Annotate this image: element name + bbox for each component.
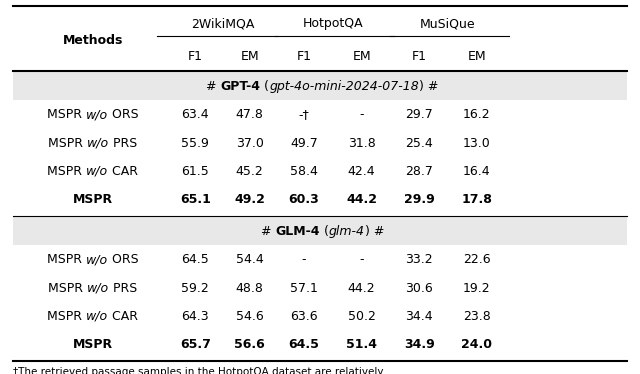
Text: ORS: ORS [108, 108, 139, 121]
Text: Methods: Methods [63, 34, 123, 46]
Text: w/o: w/o [86, 165, 108, 178]
Text: 57.1: 57.1 [290, 282, 318, 294]
Text: 61.5: 61.5 [181, 165, 209, 178]
Text: PRS: PRS [109, 137, 138, 150]
Text: -†: -† [299, 108, 309, 121]
Text: †The retrieved passage samples in the HotpotQA dataset are relatively: †The retrieved passage samples in the Ho… [13, 367, 383, 374]
Text: 45.2: 45.2 [236, 165, 264, 178]
Text: w/o: w/o [86, 310, 108, 323]
Text: (: ( [260, 80, 269, 93]
Text: ) #: ) # [419, 80, 438, 93]
Text: -: - [301, 253, 307, 266]
Text: 16.4: 16.4 [463, 165, 491, 178]
Text: 47.8: 47.8 [236, 108, 264, 121]
Text: EM: EM [467, 50, 486, 63]
Text: 64.5: 64.5 [289, 338, 319, 351]
Text: 19.2: 19.2 [463, 282, 491, 294]
Text: MSPR: MSPR [48, 282, 87, 294]
Text: F1: F1 [296, 50, 312, 63]
Text: -: - [359, 253, 364, 266]
Text: gpt-4o-mini-2024-07-18: gpt-4o-mini-2024-07-18 [269, 80, 419, 93]
Text: -: - [359, 108, 364, 121]
Text: 65.7: 65.7 [180, 338, 211, 351]
Text: 22.6: 22.6 [463, 253, 491, 266]
Text: w/o: w/o [87, 137, 109, 150]
Text: ) #: ) # [365, 225, 384, 237]
Text: 64.5: 64.5 [181, 253, 209, 266]
Text: 17.8: 17.8 [461, 193, 492, 206]
Text: 29.7: 29.7 [405, 108, 433, 121]
Text: MuSiQue: MuSiQue [420, 17, 476, 30]
Text: 31.8: 31.8 [348, 137, 376, 150]
Text: 50.2: 50.2 [348, 310, 376, 323]
Text: 54.4: 54.4 [236, 253, 264, 266]
Text: EM: EM [352, 50, 371, 63]
Text: 25.4: 25.4 [405, 137, 433, 150]
Text: MSPR: MSPR [47, 253, 86, 266]
Text: 55.9: 55.9 [181, 137, 209, 150]
Text: 28.7: 28.7 [405, 165, 433, 178]
Text: 51.4: 51.4 [346, 338, 377, 351]
Text: MSPR: MSPR [73, 338, 113, 351]
Text: w/o: w/o [86, 253, 108, 266]
Text: MSPR: MSPR [47, 165, 86, 178]
Text: glm-4: glm-4 [328, 225, 365, 237]
Text: 65.1: 65.1 [180, 193, 211, 206]
Text: 37.0: 37.0 [236, 137, 264, 150]
Text: w/o: w/o [87, 282, 109, 294]
Text: F1: F1 [412, 50, 427, 63]
Text: 54.6: 54.6 [236, 310, 264, 323]
Text: 49.7: 49.7 [290, 137, 318, 150]
Text: (: ( [320, 225, 328, 237]
Text: 24.0: 24.0 [461, 338, 492, 351]
Text: 63.4: 63.4 [181, 108, 209, 121]
Text: 56.6: 56.6 [234, 338, 265, 351]
Text: MSPR: MSPR [73, 193, 113, 206]
Text: GLM-4: GLM-4 [275, 225, 320, 237]
Text: EM: EM [240, 50, 259, 63]
Text: 16.2: 16.2 [463, 108, 491, 121]
Text: MSPR: MSPR [48, 137, 87, 150]
Text: 23.8: 23.8 [463, 310, 491, 323]
Text: 64.3: 64.3 [181, 310, 209, 323]
Text: GPT-4: GPT-4 [220, 80, 260, 93]
Text: #: # [260, 225, 275, 237]
Text: CAR: CAR [108, 165, 138, 178]
Text: 42.4: 42.4 [348, 165, 376, 178]
Text: 59.2: 59.2 [181, 282, 209, 294]
Text: ORS: ORS [108, 253, 139, 266]
Text: 2WikiMQA: 2WikiMQA [191, 17, 254, 30]
Text: 63.6: 63.6 [290, 310, 318, 323]
Text: 44.2: 44.2 [348, 282, 376, 294]
Text: PRS: PRS [109, 282, 138, 294]
Text: 48.8: 48.8 [236, 282, 264, 294]
Text: 33.2: 33.2 [405, 253, 433, 266]
Text: MSPR: MSPR [47, 108, 86, 121]
Text: F1: F1 [188, 50, 203, 63]
Text: 34.4: 34.4 [405, 310, 433, 323]
Text: 29.9: 29.9 [404, 193, 435, 206]
Text: 58.4: 58.4 [290, 165, 318, 178]
Text: 44.2: 44.2 [346, 193, 377, 206]
Text: HotpotQA: HotpotQA [303, 17, 363, 30]
Text: 34.9: 34.9 [404, 338, 435, 351]
Text: 60.3: 60.3 [289, 193, 319, 206]
Bar [13, 217, 627, 245]
Bar [13, 71, 627, 100]
Text: #: # [205, 80, 220, 93]
Text: CAR: CAR [108, 310, 138, 323]
Text: 13.0: 13.0 [463, 137, 491, 150]
Text: 49.2: 49.2 [234, 193, 265, 206]
Text: w/o: w/o [86, 108, 108, 121]
Text: MSPR: MSPR [47, 310, 86, 323]
Text: 30.6: 30.6 [405, 282, 433, 294]
